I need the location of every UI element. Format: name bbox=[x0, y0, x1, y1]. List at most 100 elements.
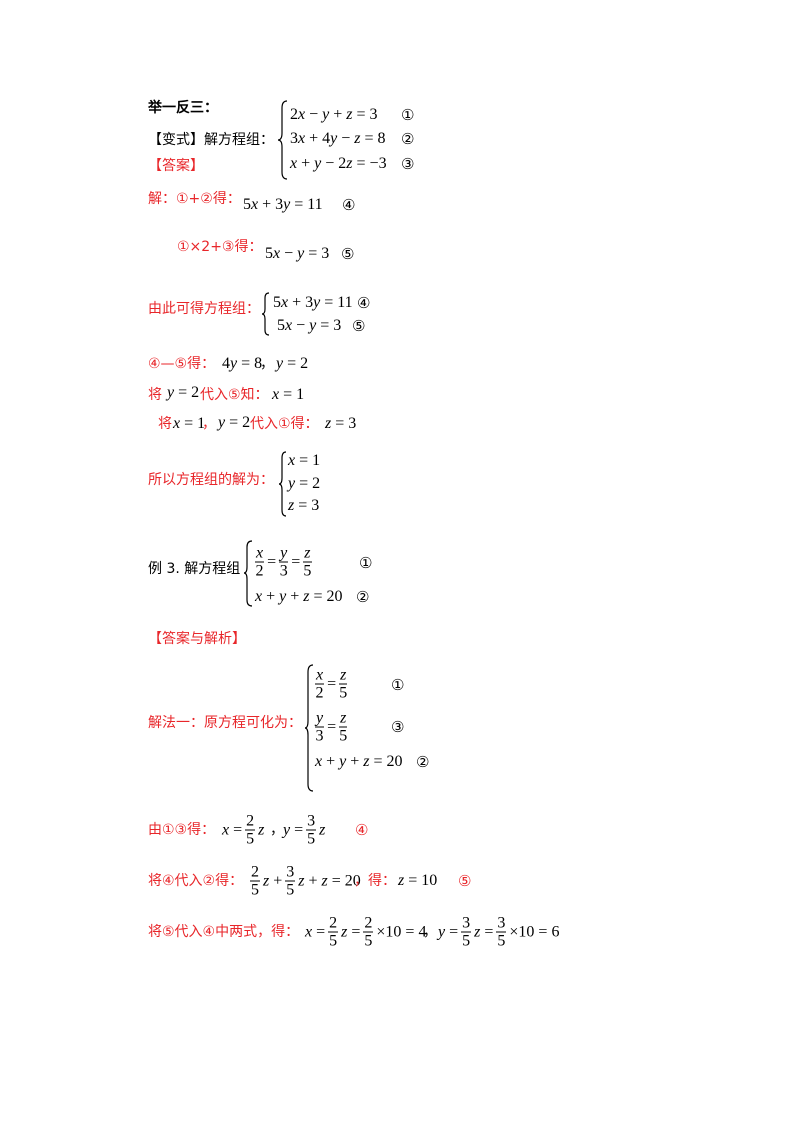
math-text: z bbox=[258, 821, 265, 838]
marker: ④ bbox=[342, 196, 356, 214]
numerator: 2 bbox=[328, 914, 339, 933]
equation: x + y + z = 20 bbox=[315, 753, 403, 770]
text: 将④代入②得： bbox=[148, 873, 244, 889]
equation: x 2 = y 3 = z 5 bbox=[255, 545, 315, 580]
denominator: 5 bbox=[497, 932, 506, 950]
numerator: 2 bbox=[245, 812, 256, 831]
denominator: 5 bbox=[286, 881, 295, 899]
brace bbox=[278, 451, 287, 517]
text: ， bbox=[202, 416, 216, 432]
text: 由此可得方程组： bbox=[148, 301, 260, 317]
marker: ④ bbox=[355, 821, 369, 839]
equation: y = 2 bbox=[288, 475, 321, 492]
numerator: x bbox=[255, 544, 265, 563]
numerator: 3 bbox=[496, 914, 507, 933]
brace bbox=[261, 292, 270, 336]
text: 解法一：原方程可化为： bbox=[148, 715, 302, 731]
numerator: z bbox=[339, 666, 348, 685]
marker: ② bbox=[416, 753, 430, 771]
text: 代入⑤知： bbox=[200, 387, 269, 403]
equation: y = 3 5 z = 3 5 ×10 = 6 bbox=[438, 915, 562, 950]
numerator: y bbox=[315, 709, 325, 728]
equation: z = 10 bbox=[398, 872, 438, 889]
denominator: 5 bbox=[246, 830, 255, 848]
equation: x + y + z = 20 bbox=[255, 588, 343, 605]
heading: 举一反三： bbox=[148, 100, 218, 116]
marker: ⑤ bbox=[341, 245, 355, 263]
marker: ④ bbox=[357, 294, 371, 312]
math-text: x = bbox=[222, 821, 243, 838]
denominator: 5 bbox=[462, 932, 471, 950]
equation: y = 3 5 z bbox=[283, 813, 328, 848]
equation: 2x − y + z = 3 bbox=[290, 106, 378, 123]
equation: y 3 = z 5 bbox=[315, 710, 350, 745]
denominator: 5 bbox=[251, 881, 259, 899]
equation: y = 2 bbox=[218, 414, 251, 431]
label: 例 3. 解方程组 bbox=[148, 561, 241, 577]
math-text: x = bbox=[305, 923, 326, 940]
text: 将 bbox=[158, 416, 172, 432]
denominator: 5 bbox=[329, 932, 338, 950]
equation: x = 1 bbox=[272, 386, 305, 403]
math-text: z = bbox=[341, 923, 361, 940]
numerator: 3 bbox=[306, 812, 317, 831]
denominator: 2 bbox=[255, 562, 264, 580]
numerator: 2 bbox=[250, 863, 260, 882]
equation: x = 1 bbox=[288, 452, 321, 469]
text: 所以方程组的解为： bbox=[148, 472, 274, 488]
text: ④—⑤得： bbox=[148, 356, 216, 372]
denominator: 5 bbox=[339, 727, 348, 745]
equation: z = 3 bbox=[325, 415, 357, 432]
equation: 5x + 3y = 11 bbox=[243, 196, 323, 213]
marker: ① bbox=[359, 554, 373, 572]
math-text: = bbox=[327, 718, 337, 735]
marker: ② bbox=[401, 130, 415, 148]
text: 解：①+②得： bbox=[148, 191, 241, 207]
marker: ② bbox=[356, 588, 370, 606]
denominator: 5 bbox=[303, 562, 312, 580]
marker: ③ bbox=[391, 718, 405, 736]
text: 将 bbox=[148, 387, 162, 403]
math-text: y = bbox=[283, 821, 304, 838]
numerator: 2 bbox=[363, 914, 374, 933]
equation: y = 2 bbox=[276, 355, 309, 372]
math-text: = bbox=[267, 553, 277, 570]
equation: z = 3 bbox=[288, 497, 320, 514]
text: ①×2+③得： bbox=[177, 239, 263, 255]
marker: ⑤ bbox=[458, 872, 472, 890]
numerator: z bbox=[339, 709, 348, 728]
marker: ① bbox=[401, 106, 415, 124]
math-text: = bbox=[327, 675, 337, 692]
denominator: 3 bbox=[279, 562, 288, 580]
denominator: 2 bbox=[315, 684, 324, 702]
text: 代入①得： bbox=[250, 416, 319, 432]
math-text: z + z = 20 bbox=[298, 872, 361, 889]
numerator: 3 bbox=[285, 863, 296, 882]
brace bbox=[243, 540, 253, 607]
text: ， bbox=[260, 356, 274, 372]
numerator: 3 bbox=[461, 914, 472, 933]
math-text: z bbox=[319, 821, 326, 838]
text: ， bbox=[423, 924, 437, 940]
brace bbox=[304, 664, 314, 792]
equation: x = 2 5 z = 2 5 ×10 = 4 bbox=[305, 915, 429, 950]
label: 【答案】 bbox=[148, 158, 204, 174]
denominator: 5 bbox=[307, 830, 316, 848]
equation: x 2 = z 5 bbox=[315, 667, 350, 702]
denominator: 5 bbox=[339, 684, 348, 702]
brace bbox=[277, 100, 288, 180]
marker: ① bbox=[391, 676, 405, 694]
marker: ⑤ bbox=[352, 317, 366, 335]
numerator: y bbox=[279, 544, 289, 563]
